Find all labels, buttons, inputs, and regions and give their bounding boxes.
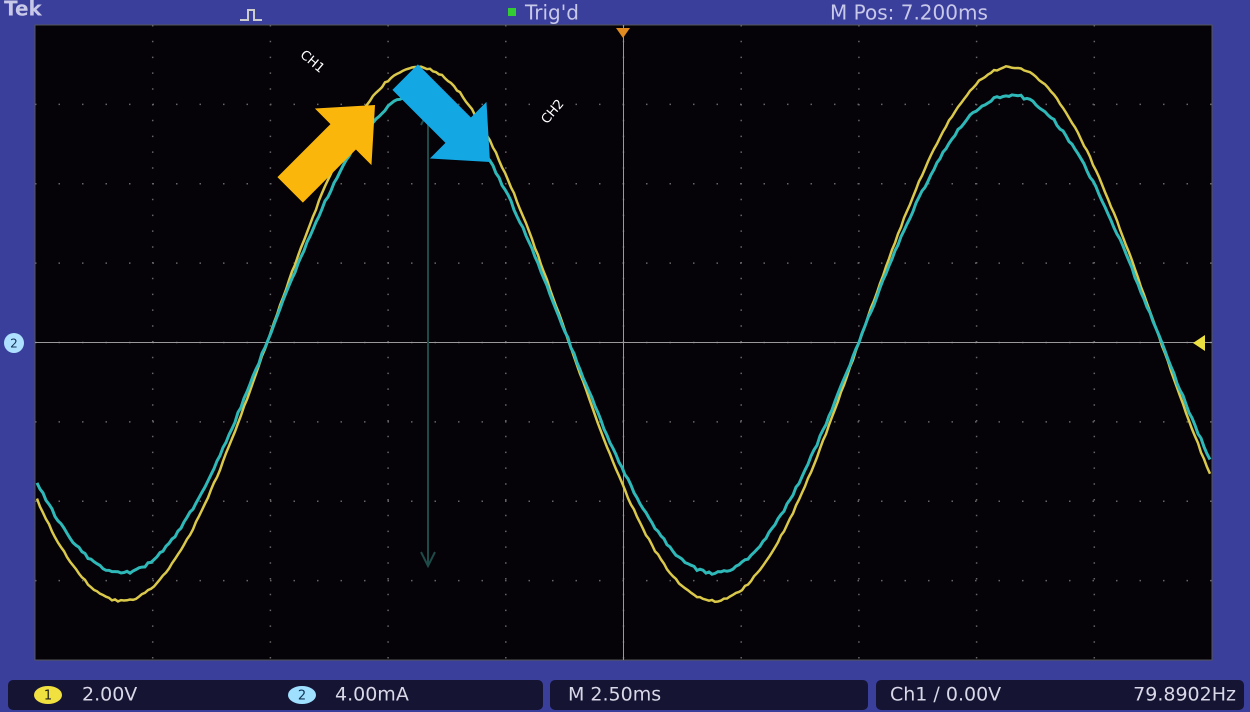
oscilloscope-screen: Tek Trig'd M Pos: 7.200ms 2 CH1 CH2 1 2.… bbox=[0, 0, 1250, 712]
ch1-scale: 2.00V bbox=[82, 684, 137, 706]
brand: Tek bbox=[4, 0, 43, 21]
timebase: M 2.50ms bbox=[568, 684, 661, 706]
trigger-led bbox=[508, 8, 516, 16]
footer: 1 2.00V 2 4.00mA M 2.50ms Ch1 ∕ 0.00V 79… bbox=[8, 680, 1244, 710]
ch2-ref-label: 2 bbox=[10, 337, 18, 351]
page: Tek Trig'd M Pos: 7.200ms 2 CH1 CH2 1 2.… bbox=[0, 0, 1250, 712]
trigger-readout: Ch1 ∕ 0.00V bbox=[890, 684, 1001, 706]
trigger-status: Trig'd bbox=[524, 1, 579, 25]
position-readout: M Pos: 7.200ms bbox=[830, 1, 988, 25]
frequency: 79.8902Hz bbox=[1133, 684, 1236, 706]
ch2-badge: 2 bbox=[298, 689, 306, 704]
ch2-scale: 4.00mA bbox=[335, 684, 409, 706]
ch1-badge: 1 bbox=[44, 689, 52, 704]
